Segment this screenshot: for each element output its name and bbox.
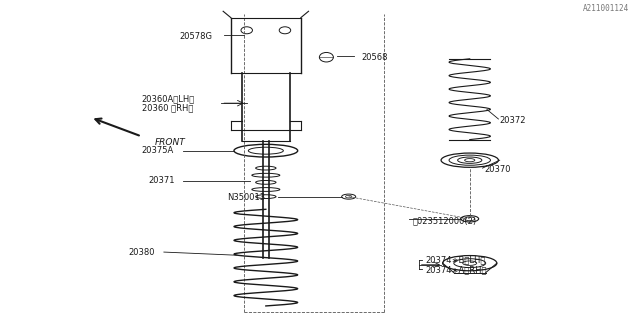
Text: 20568: 20568: [362, 53, 388, 62]
Text: 20375A: 20375A: [141, 146, 174, 155]
Text: 20370: 20370: [484, 165, 511, 174]
Text: 20372: 20372: [500, 116, 526, 125]
Text: 20374∗A〈RH〉: 20374∗A〈RH〉: [425, 265, 486, 274]
Text: FRONT: FRONT: [154, 138, 185, 147]
Text: 20374∗B〈LH〉: 20374∗B〈LH〉: [425, 255, 486, 265]
Text: N350013: N350013: [228, 193, 266, 202]
Text: A211001124: A211001124: [583, 4, 629, 13]
Text: ⓝ023512000(2): ⓝ023512000(2): [412, 216, 477, 225]
Text: 20360A〈LH〉: 20360A〈LH〉: [141, 94, 195, 103]
Text: 20578G: 20578G: [180, 32, 213, 41]
Text: 20360 〈RH〉: 20360 〈RH〉: [141, 103, 193, 112]
Text: 20380: 20380: [129, 248, 156, 257]
Text: 20371: 20371: [148, 176, 175, 185]
